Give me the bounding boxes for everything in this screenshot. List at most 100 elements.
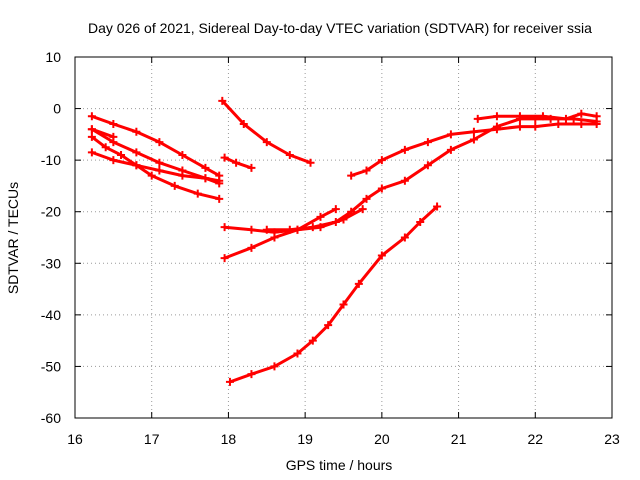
data-point bbox=[87, 132, 96, 141]
data-point bbox=[239, 120, 248, 129]
data-point bbox=[362, 166, 371, 175]
data-point bbox=[347, 207, 356, 216]
data-point bbox=[577, 120, 586, 129]
data-point bbox=[316, 212, 325, 221]
data-point bbox=[400, 176, 409, 185]
data-point bbox=[220, 223, 229, 232]
data-point bbox=[270, 362, 279, 371]
grid-lines bbox=[75, 57, 612, 418]
data-point bbox=[492, 112, 501, 121]
data-point bbox=[331, 205, 340, 214]
data-point bbox=[554, 120, 563, 129]
data-point bbox=[561, 114, 570, 123]
data-point bbox=[155, 166, 164, 175]
data-point bbox=[215, 194, 224, 203]
x-tick-label: 18 bbox=[221, 431, 237, 447]
data-point bbox=[515, 112, 524, 121]
data-point bbox=[201, 174, 210, 183]
data-point bbox=[324, 321, 333, 330]
y-tick-label: 0 bbox=[53, 101, 61, 117]
data-point bbox=[433, 202, 442, 211]
data-series-4 bbox=[87, 148, 224, 185]
data-point bbox=[592, 120, 601, 129]
data-point bbox=[469, 127, 478, 136]
data-point bbox=[473, 114, 482, 123]
data-point bbox=[400, 233, 409, 242]
data-series-7 bbox=[218, 96, 315, 167]
data-point bbox=[247, 243, 256, 252]
data-point bbox=[577, 109, 586, 118]
data-series-10 bbox=[262, 114, 601, 234]
data-point bbox=[178, 150, 187, 159]
data-point bbox=[446, 145, 455, 154]
y-tick-label: -30 bbox=[41, 255, 61, 271]
data-series-9 bbox=[220, 205, 340, 263]
data-point bbox=[446, 130, 455, 139]
data-point bbox=[147, 171, 156, 180]
data-point bbox=[117, 150, 126, 159]
data-point bbox=[262, 138, 271, 147]
data-series-11 bbox=[347, 120, 601, 180]
x-tick-label: 20 bbox=[374, 431, 390, 447]
data-point bbox=[109, 156, 118, 165]
data-series-12 bbox=[473, 109, 601, 123]
data-series-5 bbox=[87, 125, 118, 141]
x-axis-label: GPS time / hours bbox=[286, 457, 393, 473]
data-point bbox=[132, 148, 141, 157]
data-series-6 bbox=[220, 153, 256, 172]
data-point bbox=[531, 122, 540, 131]
y-tick-label: -40 bbox=[41, 307, 61, 323]
data-point bbox=[247, 370, 256, 379]
data-point bbox=[354, 279, 363, 288]
data-point bbox=[416, 218, 425, 227]
data-point bbox=[232, 158, 241, 167]
data-point bbox=[220, 153, 229, 162]
x-tick-label: 21 bbox=[451, 431, 467, 447]
data-point bbox=[377, 184, 386, 193]
data-point bbox=[220, 254, 229, 263]
data-point bbox=[339, 300, 348, 309]
data-point bbox=[247, 225, 256, 234]
data-point bbox=[247, 163, 256, 172]
data-point bbox=[285, 150, 294, 159]
data-point bbox=[101, 143, 110, 152]
data-point bbox=[347, 171, 356, 180]
y-tick-label: -20 bbox=[41, 204, 61, 220]
data-point bbox=[225, 377, 234, 386]
series-line bbox=[90, 127, 115, 139]
data-point bbox=[87, 125, 96, 134]
x-tick-label: 17 bbox=[144, 431, 160, 447]
data-point bbox=[270, 233, 279, 242]
series-line bbox=[220, 99, 312, 165]
x-tick-label: 23 bbox=[604, 431, 620, 447]
data-point bbox=[331, 218, 340, 227]
y-axis-label: SDTVAR / TECUs bbox=[5, 182, 21, 294]
data-series-13 bbox=[225, 202, 442, 386]
data-point bbox=[377, 156, 386, 165]
data-point bbox=[293, 349, 302, 358]
series-line bbox=[223, 207, 338, 260]
y-tick-label: -10 bbox=[41, 152, 61, 168]
data-point bbox=[308, 223, 317, 232]
data-point bbox=[423, 161, 432, 170]
series-group bbox=[87, 96, 601, 386]
y-tick-label: -60 bbox=[41, 410, 61, 426]
data-point bbox=[306, 158, 315, 167]
y-tick-label: -50 bbox=[41, 358, 61, 374]
data-point bbox=[592, 112, 601, 121]
data-point bbox=[538, 112, 547, 121]
data-point bbox=[423, 138, 432, 147]
x-tick-label: 22 bbox=[527, 431, 543, 447]
chart-title: Day 026 of 2021, Sidereal Day-to-day VTE… bbox=[88, 20, 592, 36]
data-point bbox=[515, 122, 524, 131]
data-point bbox=[109, 132, 118, 141]
x-tick-label: 16 bbox=[67, 431, 83, 447]
data-point bbox=[155, 138, 164, 147]
data-point bbox=[109, 120, 118, 129]
series-line bbox=[228, 205, 439, 384]
data-point bbox=[87, 148, 96, 157]
data-point bbox=[87, 112, 96, 121]
data-point bbox=[170, 181, 179, 190]
data-point bbox=[492, 125, 501, 134]
